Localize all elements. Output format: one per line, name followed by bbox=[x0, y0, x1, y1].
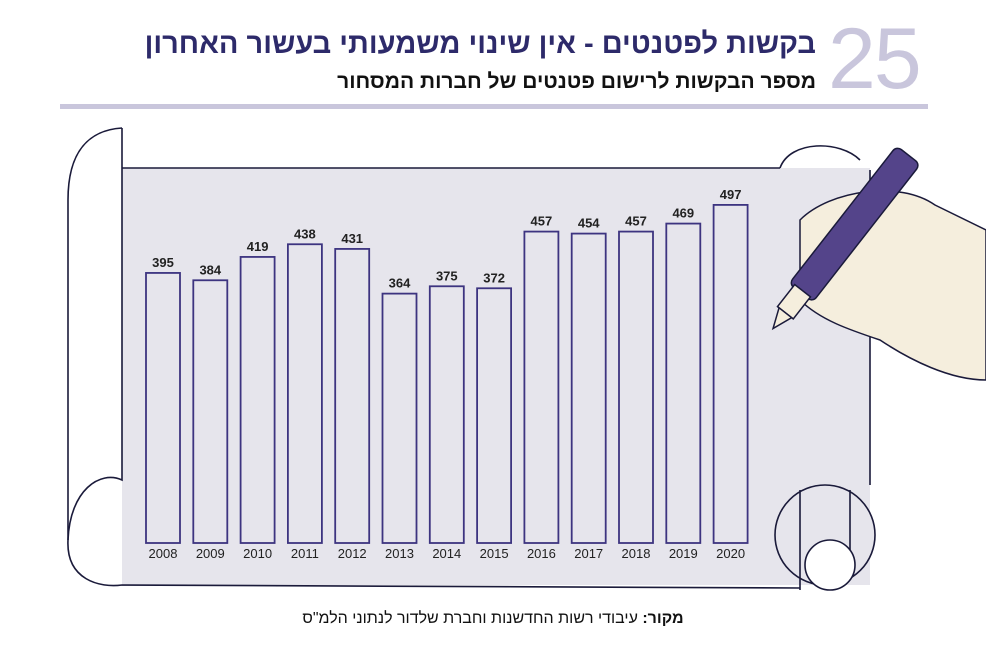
bar-2019 bbox=[665, 222, 702, 544]
x-tick-label-2014: 2014 bbox=[432, 546, 461, 561]
data-label-2009: 384 bbox=[199, 262, 221, 277]
data-label-2017: 454 bbox=[578, 216, 600, 231]
data-label-2008: 395 bbox=[152, 255, 174, 270]
bar-2010 bbox=[239, 256, 276, 544]
data-label-2015: 372 bbox=[483, 270, 505, 285]
data-label-2018: 457 bbox=[625, 214, 647, 229]
hand-with-pen-illustration bbox=[771, 147, 986, 381]
x-tick-label-2011: 2011 bbox=[291, 546, 319, 561]
bar-2016 bbox=[523, 230, 560, 544]
x-tick-label-2019: 2019 bbox=[669, 546, 698, 561]
x-tick-label-2016: 2016 bbox=[527, 546, 556, 561]
bar-2009 bbox=[192, 279, 229, 544]
x-tick-label-2009: 2009 bbox=[196, 546, 225, 561]
bar-2015 bbox=[476, 287, 513, 544]
bar-2020 bbox=[712, 204, 749, 544]
header-divider bbox=[60, 104, 928, 109]
bar-2018 bbox=[618, 230, 654, 544]
data-label-2016: 457 bbox=[531, 214, 553, 229]
bar-2013 bbox=[381, 292, 418, 544]
scroll-illustration bbox=[67, 127, 876, 591]
x-tick-label-2018: 2018 bbox=[622, 546, 651, 561]
page-title: בקשות לפטנטים - אין שינוי משמעותי בעשור … bbox=[144, 28, 816, 60]
data-label-2012: 431 bbox=[341, 231, 363, 246]
chart-number: 25 bbox=[828, 11, 922, 107]
data-label-2011: 438 bbox=[294, 226, 316, 241]
x-tick-label-2013: 2013 bbox=[385, 546, 414, 561]
bar-2014 bbox=[428, 285, 465, 544]
data-label-2010: 419 bbox=[247, 239, 269, 254]
bar-2017 bbox=[570, 232, 607, 544]
data-label-2019: 469 bbox=[672, 206, 694, 221]
source-text: עיבודי רשות החדשנות וחברת שלדור לנתוני ה… bbox=[302, 610, 643, 627]
data-label-2020: 497 bbox=[720, 187, 742, 202]
bar-2012 bbox=[334, 248, 371, 544]
bar-2011 bbox=[286, 243, 323, 544]
bar-2008 bbox=[145, 272, 181, 544]
x-tick-label-2017: 2017 bbox=[574, 546, 603, 561]
source-label: מקור: bbox=[642, 610, 684, 627]
x-tick-label-2010: 2010 bbox=[243, 546, 272, 561]
x-tick-label-2012: 2012 bbox=[338, 546, 367, 561]
source-note: מקור: עיבודי רשות החדשנות וחברת שלדור לנ… bbox=[0, 610, 986, 628]
data-label-2013: 364 bbox=[389, 276, 411, 291]
data-label-2014: 375 bbox=[436, 268, 458, 283]
x-tick-label-2020: 2020 bbox=[716, 546, 745, 561]
page-subtitle: מספר הבקשות לרישום פטנטים של חברות המסחו… bbox=[337, 70, 816, 93]
x-tick-label-2015: 2015 bbox=[480, 546, 509, 561]
x-tick-label-2008: 2008 bbox=[149, 546, 178, 561]
